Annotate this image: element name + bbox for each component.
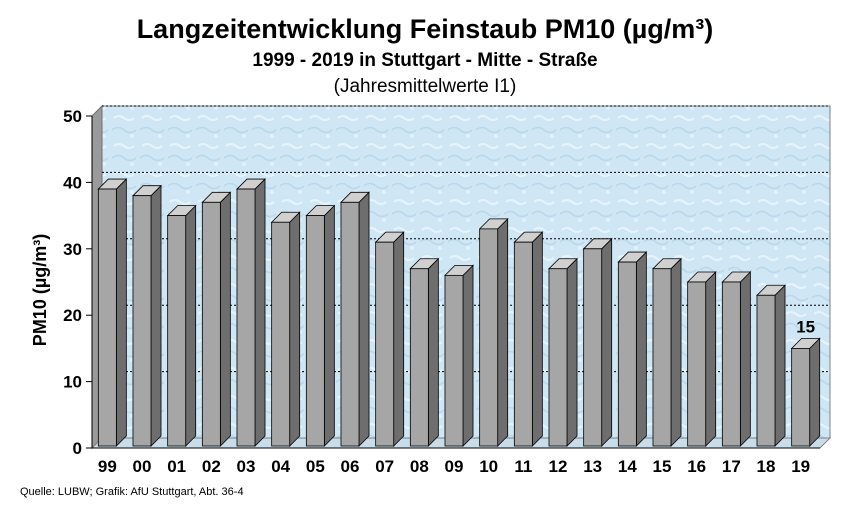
x-tick-label: 06 (341, 457, 360, 476)
bar-front (409, 268, 429, 447)
bar (582, 237, 613, 447)
bar-front (548, 268, 568, 447)
bar-side (739, 271, 751, 447)
bar (305, 204, 336, 447)
bar-side (393, 231, 405, 447)
bar-side (670, 257, 682, 447)
x-tick-label: 07 (375, 457, 394, 476)
bar-side (497, 217, 509, 447)
bar (374, 231, 405, 447)
x-tick-label: 01 (167, 457, 186, 476)
y-tick-label: 10 (63, 373, 82, 392)
x-tick-label: 08 (410, 457, 429, 476)
bar-front (97, 188, 117, 447)
bar-front (201, 201, 221, 447)
bar-side (185, 204, 197, 447)
x-tick-label: 12 (549, 457, 568, 476)
x-tick-label: 11 (514, 457, 532, 476)
bar-front (236, 188, 256, 447)
bar-front (167, 215, 187, 447)
x-tick-label: 19 (791, 457, 810, 476)
chart-subtitle: 1999 - 2019 in Stuttgart - Mitte - Straß… (252, 50, 598, 71)
y-tick-label: 20 (63, 306, 82, 325)
source-note: Quelle: LUBW; Grafik: AfU Stuttgart, Abt… (20, 486, 244, 498)
bar-side (289, 211, 301, 447)
bar-side (150, 184, 162, 447)
bar (97, 178, 128, 447)
bar (652, 257, 682, 447)
bar (340, 191, 370, 447)
bar-side (427, 257, 439, 447)
bar (270, 211, 301, 447)
bar-front (756, 294, 776, 447)
x-tick-label: 02 (202, 457, 221, 476)
bar (721, 271, 752, 447)
x-tick-label: 03 (237, 457, 256, 476)
x-tick-label: 99 (98, 457, 117, 476)
x-tick-label: 04 (271, 457, 290, 476)
bar-side (809, 337, 821, 447)
bar-side (531, 231, 543, 447)
x-tick-label: 00 (133, 457, 152, 476)
bar-side (115, 178, 127, 447)
data-label: 15 (796, 317, 815, 336)
bar (409, 257, 440, 447)
x-tick-label: 15 (653, 457, 672, 476)
x-tick-label: 16 (687, 457, 706, 476)
bar-front (375, 241, 395, 447)
x-tick-label: 14 (618, 457, 637, 476)
bar-side (705, 271, 717, 447)
x-tick-label: 17 (722, 457, 741, 476)
chart-title: Langzeitentwicklung Feinstaub PM10 (µg/m… (136, 14, 714, 44)
bar-side (358, 191, 370, 447)
bar-front (617, 261, 637, 447)
bar-front (687, 281, 707, 447)
bar-front (721, 281, 741, 447)
bar (132, 184, 162, 447)
bar-front (791, 347, 811, 447)
bar-side (601, 237, 613, 447)
bar (478, 217, 509, 447)
y-tick-label: 40 (63, 173, 82, 192)
x-tick-label: 05 (306, 457, 325, 476)
x-tick-label: 18 (757, 457, 776, 476)
bar (444, 264, 474, 447)
x-tick-label: 13 (583, 457, 602, 476)
bar (790, 337, 821, 447)
y-tick-label: 0 (73, 439, 82, 458)
bar (617, 251, 648, 447)
y-tick-label: 30 (63, 240, 82, 259)
bar-side (774, 284, 786, 447)
x-tick-label: 10 (479, 457, 498, 476)
bar-front (444, 274, 464, 447)
x-tick-label: 09 (445, 457, 464, 476)
bar-front (652, 268, 672, 447)
bar (513, 231, 544, 447)
bar (548, 257, 578, 447)
bar (236, 178, 266, 447)
bar-side (635, 251, 647, 447)
bar (201, 191, 232, 447)
bar-front (479, 228, 499, 447)
chart-subtitle-2: (Jahresmittelwerte I1) (333, 76, 517, 97)
bar-front (513, 241, 533, 447)
bar-front (271, 221, 291, 447)
bar-side (219, 191, 231, 447)
y-tick-label: 50 (63, 107, 82, 126)
bar (166, 204, 197, 447)
bar-side (462, 264, 474, 447)
bar (756, 284, 786, 447)
bar-front (132, 195, 152, 447)
bar-front (583, 248, 603, 447)
bar-side (566, 257, 578, 447)
bar-side (323, 204, 335, 447)
bar-side (254, 178, 266, 447)
y-axis-label: PM10 (µg/m³) (30, 234, 50, 346)
bar (686, 271, 717, 447)
bar-front (340, 201, 360, 447)
bar-front (305, 215, 325, 447)
